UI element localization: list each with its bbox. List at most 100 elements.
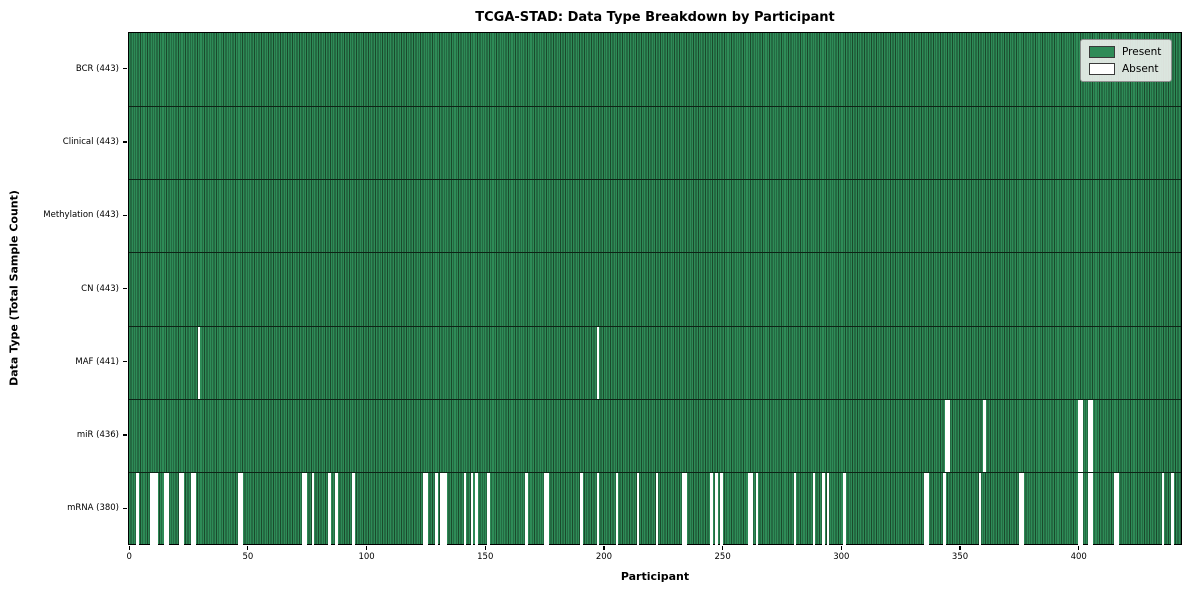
- present-swatch: [1089, 46, 1115, 58]
- x-tick-mark: [128, 546, 130, 550]
- absent-stripe-mRNA-15: [164, 473, 168, 546]
- absent-stripe-mRNA-9: [150, 473, 153, 546]
- row-separator: [129, 398, 1181, 400]
- absent-stripe-mRNA-73: [302, 473, 305, 546]
- absent-stripe-mRNA-249: [719, 473, 723, 546]
- x-axis-label: Participant: [620, 570, 690, 583]
- plot-area: Present Absent: [128, 32, 1182, 546]
- row-separator: [129, 105, 1181, 107]
- y-tick-mark: [123, 68, 127, 70]
- absent-stripe-mRNA-132: [442, 473, 445, 546]
- y-tick-mark: [123, 434, 127, 436]
- absent-stripe-mRNA-435: [1161, 473, 1165, 546]
- absent-stripe-mRNA-175: [544, 473, 547, 546]
- absent-stripe-mRNA-205: [615, 473, 619, 546]
- y-tick-label-miR: miR (436): [76, 430, 119, 441]
- absent-stripe-mRNA-245: [710, 473, 714, 546]
- absent-stripe-mRNA-336: [926, 473, 930, 546]
- absent-stripe-mRNA-84: [328, 473, 331, 546]
- absent-stripe-mRNA-280: [793, 473, 797, 546]
- x-tick-label-100: 100: [358, 552, 375, 562]
- absent-stripe-mRNA-262: [750, 473, 754, 546]
- absent-stripe-mRNA-376: [1021, 473, 1025, 546]
- legend-entry-present: Present: [1089, 46, 1163, 58]
- absent-stripe-mRNA-3: [136, 473, 139, 546]
- absent-stripe-mRNA-129: [435, 473, 438, 546]
- x-tick-label-50: 50: [242, 552, 254, 562]
- chart-title: TCGA-STAD: Data Type Breakdown by Partic…: [475, 10, 835, 25]
- absent-stripe-mRNA-190: [579, 473, 583, 546]
- absent-stripe-mRNA-141: [463, 473, 467, 546]
- absent-stripe-mRNA-343: [943, 473, 946, 546]
- x-tick-mark: [603, 546, 605, 550]
- absent-stripe-mRNA-26: [190, 473, 194, 546]
- absent-stripe-mRNA-214: [636, 473, 640, 546]
- absent-stripe-mRNA-77: [311, 473, 315, 546]
- absent-stripe-mRNA-405: [1090, 473, 1093, 546]
- absent-stripe-MAF-197: [596, 326, 600, 399]
- y-tick-label-CN: CN (443): [81, 283, 119, 294]
- absent-stripe-mRNA-234: [684, 473, 687, 546]
- absent-stripe-mRNA-21: [178, 473, 182, 546]
- absent-stripe-mRNA-197: [596, 473, 600, 546]
- legend-entry-absent: Absent: [1089, 63, 1163, 75]
- absent-stripe-miR-400: [1078, 399, 1082, 473]
- y-tick-mark: [123, 287, 127, 290]
- absent-stripe-mRNA-176: [546, 473, 550, 546]
- y-tick-mark: [123, 361, 127, 363]
- x-tick-label-250: 250: [714, 552, 731, 562]
- row-separator: [129, 179, 1181, 181]
- absent-stripe-mRNA-87: [335, 473, 338, 546]
- x-tick-mark: [722, 546, 724, 550]
- absent-stripe-mRNA-146: [475, 473, 479, 546]
- absent-stripe-mRNA-415: [1114, 473, 1117, 546]
- absent-stripe-miR-360: [983, 399, 987, 473]
- absent-stripe-mRNA-335: [924, 473, 927, 546]
- x-tick-label-400: 400: [1070, 552, 1087, 562]
- y-tick-label-Methylation: Methylation (443): [43, 210, 119, 221]
- absent-stripe-mRNA-358: [978, 473, 982, 546]
- x-tick-label-350: 350: [951, 552, 969, 562]
- legend: Present Absent: [1080, 39, 1172, 82]
- absent-stripe-mRNA-294: [826, 473, 830, 546]
- absent-stripe-mRNA-416: [1116, 473, 1119, 546]
- absent-stripe-mRNA-47: [240, 473, 244, 546]
- absent-stripe-miR-345: [947, 399, 951, 473]
- absent-stripe-mRNA-261: [748, 473, 752, 546]
- absent-stripe-mRNA-133: [444, 473, 448, 546]
- row-separator: [129, 252, 1181, 254]
- x-tick-label-0: 0: [126, 552, 132, 562]
- absent-stripe-mRNA-10: [152, 473, 156, 546]
- absent-stripe-MAF-29: [197, 326, 201, 399]
- legend-label-present: Present: [1122, 46, 1162, 58]
- absent-stripe-mRNA-233: [681, 473, 685, 546]
- absent-stripe-mRNA-27: [192, 473, 196, 546]
- x-tick-mark: [959, 546, 961, 550]
- x-tick-label-200: 200: [595, 552, 613, 562]
- absent-stripe-mRNA-439: [1171, 473, 1174, 546]
- absent-stripe-mRNA-124: [423, 473, 426, 546]
- absent-stripe-mRNA-16: [166, 473, 170, 546]
- x-tick-mark: [1078, 546, 1080, 550]
- absent-stripe-mRNA-222: [655, 473, 659, 546]
- y-tick-label-mRNA: mRNA (380): [67, 503, 119, 514]
- absent-stripe-mRNA-301: [843, 473, 847, 546]
- absent-stripe-mRNA-94: [352, 473, 355, 546]
- absent-stripe-miR-405: [1090, 399, 1093, 473]
- absent-stripe-mRNA-167: [525, 473, 528, 546]
- absent-stripe-miR-344: [945, 399, 949, 473]
- absent-stripe-mRNA-22: [181, 473, 184, 546]
- x-tick-mark: [365, 546, 368, 550]
- absent-stripe-mRNA-288: [812, 473, 816, 546]
- x-tick-mark: [247, 546, 249, 550]
- absent-stripe-mRNA-151: [487, 473, 490, 546]
- legend-label-absent: Absent: [1122, 63, 1159, 75]
- absent-stripe-mRNA-46: [238, 473, 241, 546]
- x-tick-label-150: 150: [477, 552, 494, 562]
- absent-stripe-mRNA-404: [1087, 473, 1091, 546]
- x-tick-mark: [840, 546, 842, 550]
- x-tick-label-300: 300: [833, 552, 850, 562]
- absent-stripe-mRNA-400: [1078, 473, 1082, 546]
- absent-stripe-mRNA-11: [154, 473, 158, 546]
